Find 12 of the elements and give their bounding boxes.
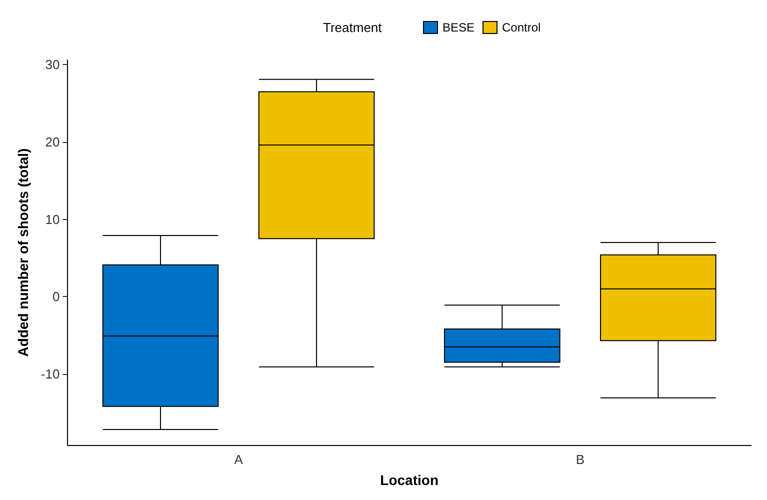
legend-title: Treatment [323, 20, 382, 35]
legend-label: Control [502, 20, 541, 34]
y-tick-label: 0 [52, 289, 60, 304]
x-tick-label: B [576, 452, 585, 467]
y-tick-label: 20 [45, 134, 60, 150]
y-tick-label: 30 [45, 57, 60, 72]
y-tick-label: 10 [45, 212, 60, 227]
y-tick-label: -10 [40, 366, 60, 382]
x-tick-label: A [234, 452, 244, 467]
y-axis-title: Added number of shoots (total) [15, 148, 31, 357]
x-axis-title: Location [380, 472, 439, 488]
legend-label: BESE [442, 20, 475, 34]
